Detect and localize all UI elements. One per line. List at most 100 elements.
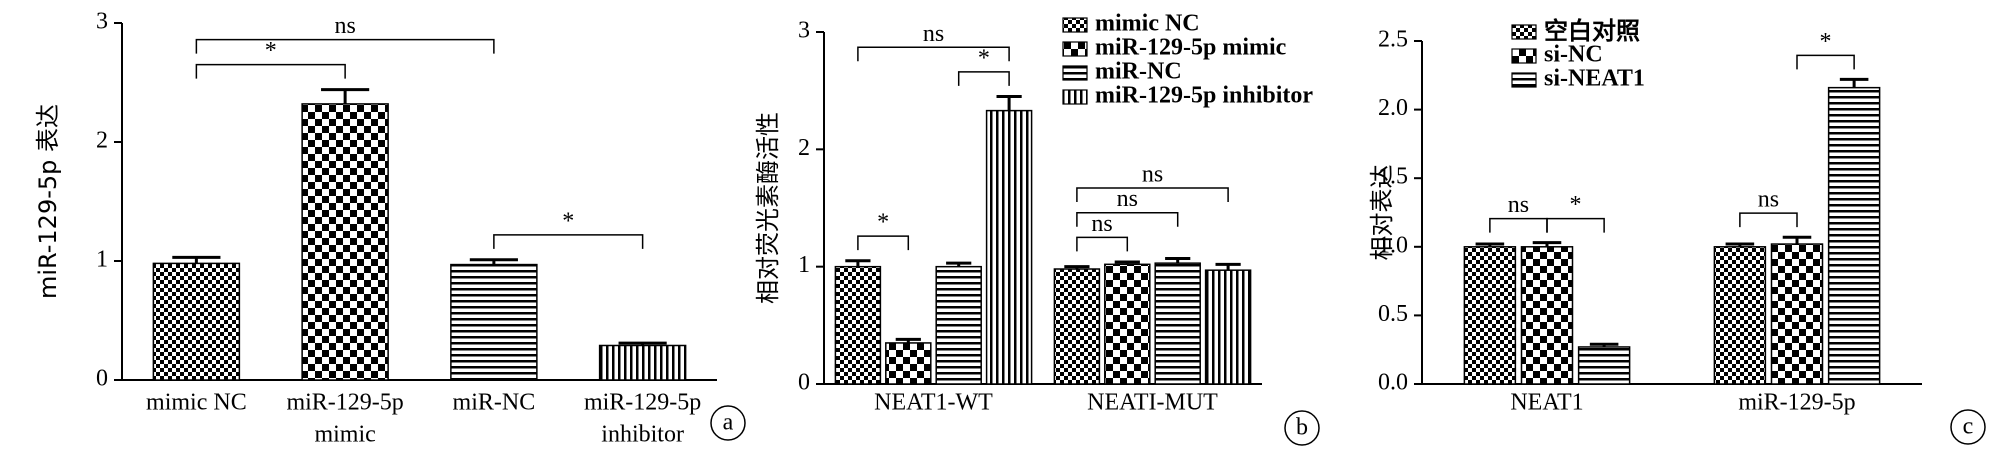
error-bar [996,95,1022,111]
significance-label: * [265,38,277,64]
legend-label: miR-129-5p inhibitor [1095,83,1313,109]
y-tick-label: 0.0 [1378,370,1408,396]
legend-swatch [1062,89,1088,105]
legend-label: miR-129-5p mimic [1095,35,1287,61]
error-bar [1165,256,1191,264]
y-axis-label: miR-129-5p 表达 [34,104,62,299]
error-bar [946,261,972,267]
x-tick-label: NEATI-MUT [1087,390,1218,416]
significance-bracket [1489,217,1548,233]
y-tick-label: 2 [798,135,810,161]
legend-swatch [1511,48,1537,64]
y-tick-label: 0.5 [1378,301,1408,327]
x-tick-label: NEAT1-WT [874,390,993,416]
y-tick-label: 2.0 [1378,95,1408,121]
significance-bracket [857,235,910,251]
significance-label: ns [923,21,944,47]
bar [1577,346,1631,385]
error-bar [1114,260,1140,265]
y-tick-label: 3 [798,18,810,44]
significance-label: * [1820,29,1832,55]
legend-label: 空白对照 [1544,17,1640,45]
error-bar [172,255,221,264]
significance-bracket [857,46,1010,62]
significance-label: * [1570,192,1582,218]
legend-label: si-NEAT1 [1544,66,1645,92]
significance-bracket [1076,211,1179,227]
y-tick-label: 0 [96,366,108,392]
legend-swatch [1511,24,1537,40]
x-tick-label: mimic [314,422,375,448]
y-tick-label: 1 [798,252,810,278]
legend-swatch [1511,72,1537,88]
legend-swatch [1062,65,1088,81]
panel-label-circle [1284,410,1320,446]
error-bar [845,259,871,267]
significance-bracket [1076,187,1229,203]
significance-bracket [195,63,346,79]
bar [985,109,1033,385]
x-tick-label: NEAT1 [1510,390,1583,416]
significance-label: ns [1508,192,1529,218]
x-tick-label: miR-NC [453,390,536,416]
bar [1053,268,1101,385]
bar [1204,269,1252,385]
y-tick-label: 1 [96,247,108,273]
error-bar [1475,242,1505,247]
y-tick-label: 2 [96,128,108,154]
y-tick-label: 2.5 [1378,27,1408,53]
significance-label: * [978,45,990,71]
bar [1770,243,1824,385]
panel-label: b [1296,415,1308,441]
error-bar [469,258,518,265]
bar [301,103,389,381]
legend-swatch [1062,41,1088,57]
significance-bracket [1076,236,1129,252]
error-bar [1532,241,1562,247]
legend-swatch [1062,17,1088,33]
significance-bracket [195,38,495,54]
bar [935,265,982,385]
error-bar [1725,242,1755,247]
x-tick-label: miR-129-5p [1738,390,1855,416]
panel-label: c [1963,414,1974,440]
significance-label: * [877,210,889,236]
bar [1154,262,1201,385]
bar [834,265,882,385]
error-bar [321,88,370,104]
error-bar [895,337,921,343]
panel-label-circle [1950,409,1986,445]
significance-label: ns [1091,211,1112,237]
bar [598,344,687,381]
y-axis-label: 相对荧光素酶活性 [754,112,782,304]
significance-bracket [957,71,1010,86]
significance-label: ns [1117,186,1138,212]
significance-bracket [1796,54,1855,70]
error-bar [1064,265,1090,270]
bar [885,342,932,385]
bar [450,263,538,381]
significance-bracket [1739,212,1798,228]
bar [152,262,241,381]
x-tick-label: mimic NC [146,390,247,416]
y-tick-label: 1.0 [1378,232,1408,258]
significance-bracket [493,234,644,249]
bar [1104,263,1151,385]
bar [1713,246,1767,385]
y-tick-label: 0 [798,370,810,396]
bar [1463,246,1517,385]
error-bar [1215,262,1241,271]
legend-label: miR-NC [1095,59,1182,85]
significance-label: * [562,208,574,234]
x-tick-label: miR-129-5p [584,390,701,416]
significance-bracket [1546,217,1605,233]
error-bar [1589,342,1619,347]
significance-label: ns [334,13,355,39]
bar [1827,86,1881,385]
panel-label-circle [710,405,746,441]
legend-label: si-NC [1544,42,1603,68]
x-tick-label: miR-129-5p [286,390,403,416]
y-tick-label: 3 [96,9,108,35]
